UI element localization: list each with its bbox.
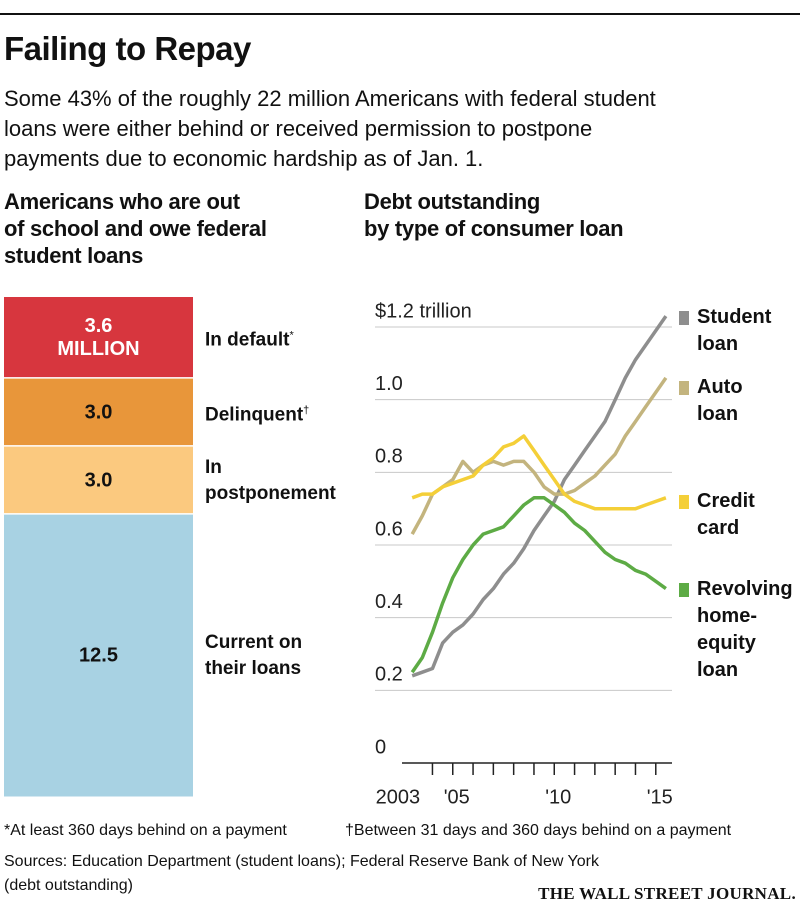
- bar-chart-title: Americans who are out of school and owe …: [4, 189, 267, 268]
- series-line: [410, 496, 667, 674]
- x-tick-label: '10: [545, 786, 571, 808]
- category-label: In default*: [205, 322, 294, 353]
- y-tick-label: 0.4: [375, 591, 403, 613]
- legend-label: Auto loan: [697, 376, 743, 425]
- category-name: In postponement: [205, 456, 336, 504]
- bar-segment: [4, 514, 193, 797]
- footnote: †Between 31 days and 360 days behind on …: [345, 822, 732, 839]
- legend-label: Student loan: [697, 306, 772, 355]
- category-label: In postponement: [205, 455, 336, 507]
- x-tick-label: '05: [444, 786, 470, 808]
- category-name: In default: [205, 329, 290, 351]
- publisher: THE WALL STREET JOURNAL.: [538, 884, 796, 903]
- value-label: 3.6 MILLION: [57, 314, 140, 360]
- bar-segment: [4, 378, 193, 446]
- note-mark: †: [303, 403, 310, 416]
- value-label: 3.0: [84, 469, 113, 492]
- x-tick-label: 2003: [376, 786, 421, 808]
- subtitle: Some 43% of the roughly 22 million Ameri…: [4, 86, 656, 171]
- value-label: 3.0: [84, 401, 113, 424]
- legend-swatch: [679, 495, 689, 509]
- category-name: Current on their loans: [205, 632, 303, 680]
- y-tick-label: 0.2: [375, 664, 403, 686]
- y-tick-label: 0: [375, 736, 386, 758]
- legend-swatch: [679, 381, 689, 395]
- series-line: [411, 434, 667, 511]
- sources: Sources: Education Department (student l…: [4, 853, 599, 894]
- legend-label: Credit card: [697, 490, 755, 539]
- category-label: Current on their loans: [205, 630, 302, 682]
- y-tick-label: 0.6: [375, 518, 403, 540]
- y-tick-label: 1.0: [375, 373, 403, 395]
- y-tick-label: $1.2 trillion: [375, 300, 472, 322]
- bar-segment: [4, 446, 193, 514]
- category-name: Delinquent: [205, 404, 304, 426]
- category-label: Delinquent†: [205, 397, 309, 428]
- legend-swatch: [679, 311, 689, 325]
- series-line: [411, 315, 668, 678]
- note-mark: *: [289, 329, 294, 342]
- value-label: 12.5: [79, 644, 118, 667]
- legend-label: Revolving home- equity loan: [697, 578, 793, 681]
- line-chart-title: Debt outstanding by type of consumer loa…: [364, 189, 624, 241]
- x-tick-label: '15: [647, 786, 673, 808]
- footnote: *At least 360 days behind on a payment: [4, 822, 287, 839]
- bar-segment: [4, 297, 193, 378]
- headline: Failing to Repay: [4, 30, 251, 67]
- series-line: [410, 376, 668, 535]
- y-tick-label: 0.8: [375, 446, 403, 468]
- legend-swatch: [679, 583, 689, 597]
